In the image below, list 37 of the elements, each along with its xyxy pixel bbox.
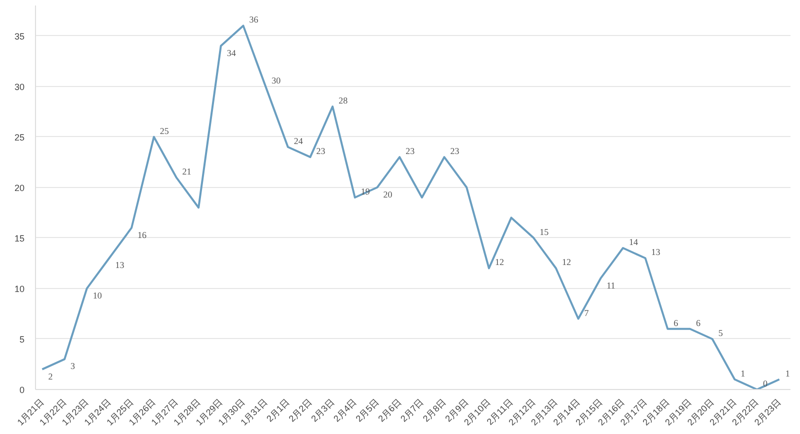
data-label: 23	[406, 146, 416, 156]
data-label: 30	[272, 75, 282, 86]
data-label: 34	[226, 48, 236, 58]
data-label: 1	[785, 368, 790, 378]
data-label: 11	[606, 280, 616, 290]
y-tick-label: 35	[14, 31, 25, 42]
y-tick-label: 10	[14, 284, 25, 294]
data-label: 24	[294, 136, 304, 146]
data-label: 1	[740, 368, 746, 378]
data-label: 6	[696, 318, 701, 328]
data-label: 21	[182, 166, 192, 176]
data-label: 36	[249, 14, 259, 25]
data-label: 25	[160, 126, 170, 136]
data-label: 13	[115, 260, 125, 270]
data-label: 12	[494, 257, 504, 268]
y-tick-label: 15	[14, 233, 25, 244]
data-label: 14	[628, 237, 638, 248]
data-label: 28	[338, 96, 348, 106]
data-label: 15	[540, 226, 550, 237]
y-tick-label: 25	[14, 132, 25, 142]
y-tick-label: 5	[19, 334, 25, 344]
data-label: 13	[651, 247, 661, 258]
data-label: 20	[383, 189, 393, 200]
data-label: 23	[450, 146, 460, 156]
data-label: 5	[718, 328, 724, 338]
data-label: 16	[138, 230, 148, 240]
y-tick-label: 20	[14, 182, 25, 193]
data-label: 6	[674, 318, 679, 328]
data-label: 3	[70, 361, 76, 372]
data-label: 10	[92, 290, 102, 300]
y-tick-label: 0	[19, 385, 25, 395]
data-label: 2	[48, 371, 53, 382]
line-series	[41, 24, 780, 390]
data-label: 7	[584, 308, 590, 318]
data-label: 12	[562, 257, 571, 268]
y-tick-label: 30	[14, 82, 25, 92]
data-label: 23	[316, 146, 326, 156]
